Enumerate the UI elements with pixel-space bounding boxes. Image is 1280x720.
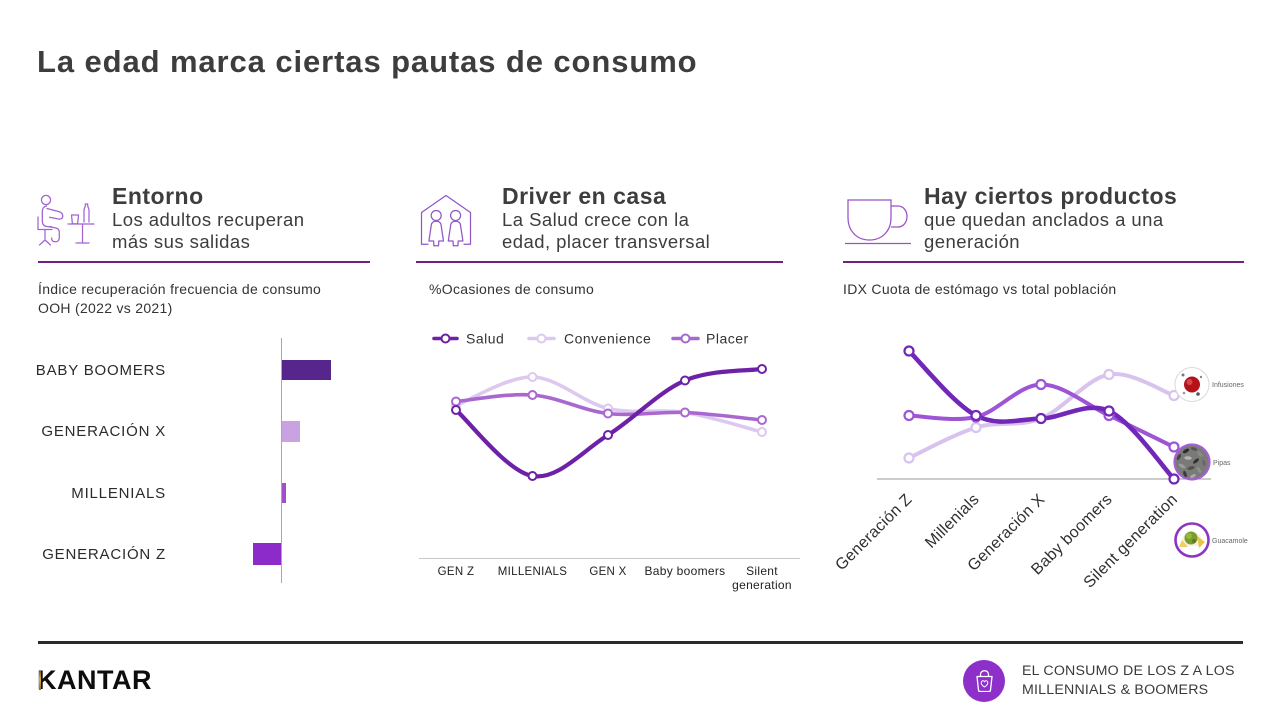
svg-text:Infusiones: Infusiones [1212,382,1244,389]
svg-text:GEN Z: GEN Z [438,566,475,578]
svg-text:Salud: Salud [466,331,504,347]
svg-text:Guacamole: Guacamole [1212,538,1248,545]
svg-text:Convenience: Convenience [564,331,651,347]
svg-text:GEN X: GEN X [589,566,626,578]
svg-text:Silent: Silent [746,564,778,578]
svg-text:Placer: Placer [706,331,749,347]
svg-text:MILLENIALS: MILLENIALS [498,566,568,578]
svg-text:Pipas: Pipas [1213,460,1231,467]
svg-text:generation: generation [732,578,792,592]
svg-text:Baby boomers: Baby boomers [645,564,726,578]
